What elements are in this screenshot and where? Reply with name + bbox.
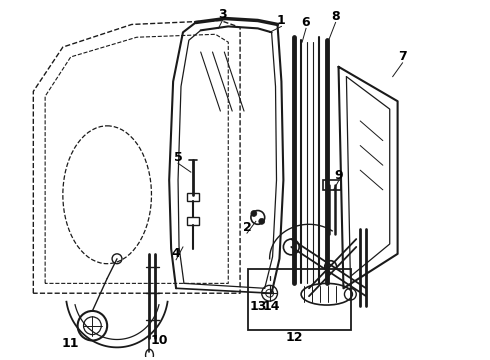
FancyBboxPatch shape bbox=[248, 269, 351, 330]
Text: 1: 1 bbox=[277, 14, 286, 27]
Text: 12: 12 bbox=[286, 331, 303, 344]
Text: 11: 11 bbox=[62, 337, 79, 350]
FancyBboxPatch shape bbox=[187, 193, 199, 201]
Circle shape bbox=[259, 219, 265, 224]
FancyBboxPatch shape bbox=[323, 180, 341, 190]
FancyBboxPatch shape bbox=[187, 217, 199, 225]
Text: 8: 8 bbox=[331, 10, 340, 23]
Circle shape bbox=[251, 211, 257, 216]
Text: 14: 14 bbox=[263, 300, 280, 312]
Text: 4: 4 bbox=[172, 247, 180, 260]
Text: 7: 7 bbox=[398, 50, 407, 63]
Text: 13: 13 bbox=[249, 300, 267, 312]
Text: 3: 3 bbox=[218, 8, 227, 21]
Text: 2: 2 bbox=[243, 221, 251, 234]
Text: 6: 6 bbox=[302, 16, 310, 29]
Text: 5: 5 bbox=[173, 151, 182, 164]
Text: 9: 9 bbox=[334, 168, 343, 181]
Text: 10: 10 bbox=[150, 334, 168, 347]
